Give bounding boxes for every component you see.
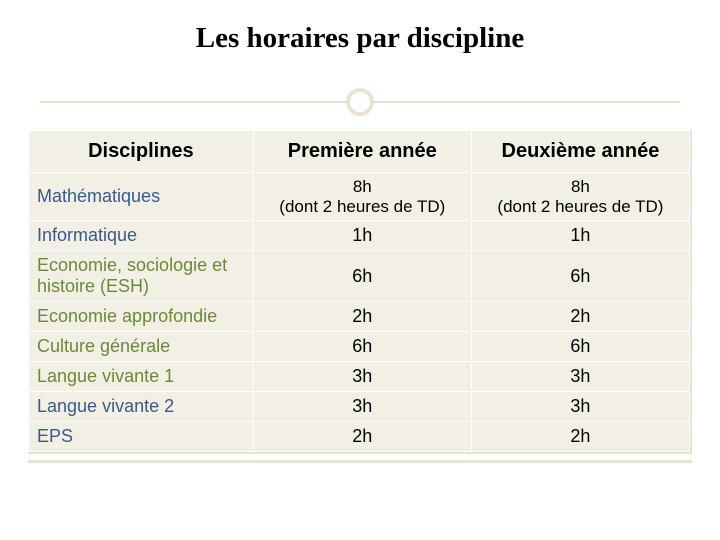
discipline-cell: Langue vivante 2 [29,392,254,422]
table-row: EPS2h2h [29,422,690,452]
year1-cell: 6h [253,332,471,362]
discipline-cell: EPS [29,422,254,452]
discipline-cell: Economie, sociologie et histoire (ESH) [29,251,254,302]
slide: Les horaires par discipline Disciplines … [0,0,720,540]
year1-cell: 3h [253,362,471,392]
bottom-rule [28,460,692,463]
year1-cell: 3h [253,392,471,422]
divider-circle-icon [346,88,374,116]
year1-cell: 6h [253,251,471,302]
table-row: Culture générale6h6h [29,332,690,362]
year2-cell: 6h [471,251,689,302]
title-divider [0,86,720,126]
discipline-cell: Informatique [29,221,254,251]
table-row: Informatique1h1h [29,221,690,251]
discipline-cell: Culture générale [29,332,254,362]
col-header-disciplines: Disciplines [29,131,254,173]
year2-cell: 1h [471,221,689,251]
page-title: Les horaires par discipline [0,0,720,55]
year2-cell: 3h [471,392,689,422]
table-row: Economie approfondie2h2h [29,302,690,332]
year2-cell: 3h [471,362,689,392]
year1-cell: 1h [253,221,471,251]
table-row: Mathématiques8h(dont 2 heures de TD)8h(d… [29,173,690,221]
table-header-row: Disciplines Première année Deuxième anné… [29,131,690,173]
col-header-year2: Deuxième année [471,131,689,173]
discipline-cell: Economie approfondie [29,302,254,332]
discipline-cell: Mathématiques [29,173,254,221]
year2-cell: 2h [471,302,689,332]
table-row: Economie, sociologie et histoire (ESH)6h… [29,251,690,302]
table-row: Langue vivante 23h3h [29,392,690,422]
year2-cell: 8h(dont 2 heures de TD) [471,173,689,221]
year2-cell: 2h [471,422,689,452]
schedule-panel: Disciplines Première année Deuxième anné… [28,130,692,454]
year2-cell: 6h [471,332,689,362]
year1-cell: 2h [253,422,471,452]
table-body: Mathématiques8h(dont 2 heures de TD)8h(d… [29,173,690,452]
year1-cell: 8h(dont 2 heures de TD) [253,173,471,221]
table-row: Langue vivante 13h3h [29,362,690,392]
schedule-table: Disciplines Première année Deuxième anné… [28,130,690,452]
col-header-year1: Première année [253,131,471,173]
discipline-cell: Langue vivante 1 [29,362,254,392]
year1-cell: 2h [253,302,471,332]
